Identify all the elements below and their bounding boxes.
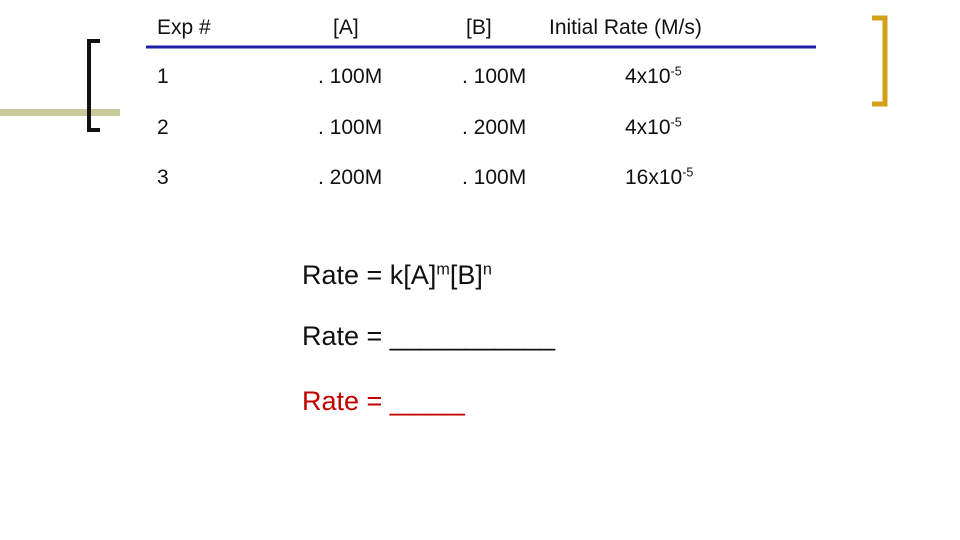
header-cell: [B]: [466, 16, 492, 39]
accent-bar: [0, 109, 120, 116]
exponent: -5: [682, 165, 694, 180]
header-cell: Initial Rate (M/s): [549, 16, 702, 39]
table-cell: 2: [157, 116, 169, 139]
rate-cell: 4x10-5: [625, 65, 682, 89]
base: 4x10: [625, 65, 671, 88]
base: 4x10: [625, 116, 671, 139]
rate-blank: Rate = ___________: [302, 321, 555, 351]
table-cell: . 100M: [462, 65, 527, 88]
rate-cell: 4x10-5: [625, 116, 682, 140]
exponent: -5: [670, 115, 682, 130]
left-bracket: [87, 39, 100, 132]
exponent: n: [482, 260, 492, 279]
header-cell: Exp #: [157, 16, 211, 39]
text: [B]: [449, 260, 483, 290]
base: 16x10: [625, 166, 683, 189]
right-bracket: [872, 15, 888, 107]
table-cell: . 100M: [318, 65, 383, 88]
table-cell: . 100M: [318, 116, 383, 139]
rate-answer: Rate = _____: [302, 386, 465, 416]
table-cell: . 100M: [462, 166, 527, 189]
rate-law: Rate = k[A]m[B]n: [302, 259, 492, 291]
text: Rate = k[A]: [302, 260, 437, 290]
table-cell: 1: [157, 65, 169, 88]
table-cell: . 200M: [462, 116, 527, 139]
rate-cell: 16x10-5: [625, 166, 693, 190]
header-cell: [A]: [333, 16, 359, 39]
exponent: m: [436, 260, 450, 279]
exponent: -5: [670, 64, 682, 79]
table-cell: . 200M: [318, 166, 383, 189]
table-cell: 3: [157, 166, 169, 189]
